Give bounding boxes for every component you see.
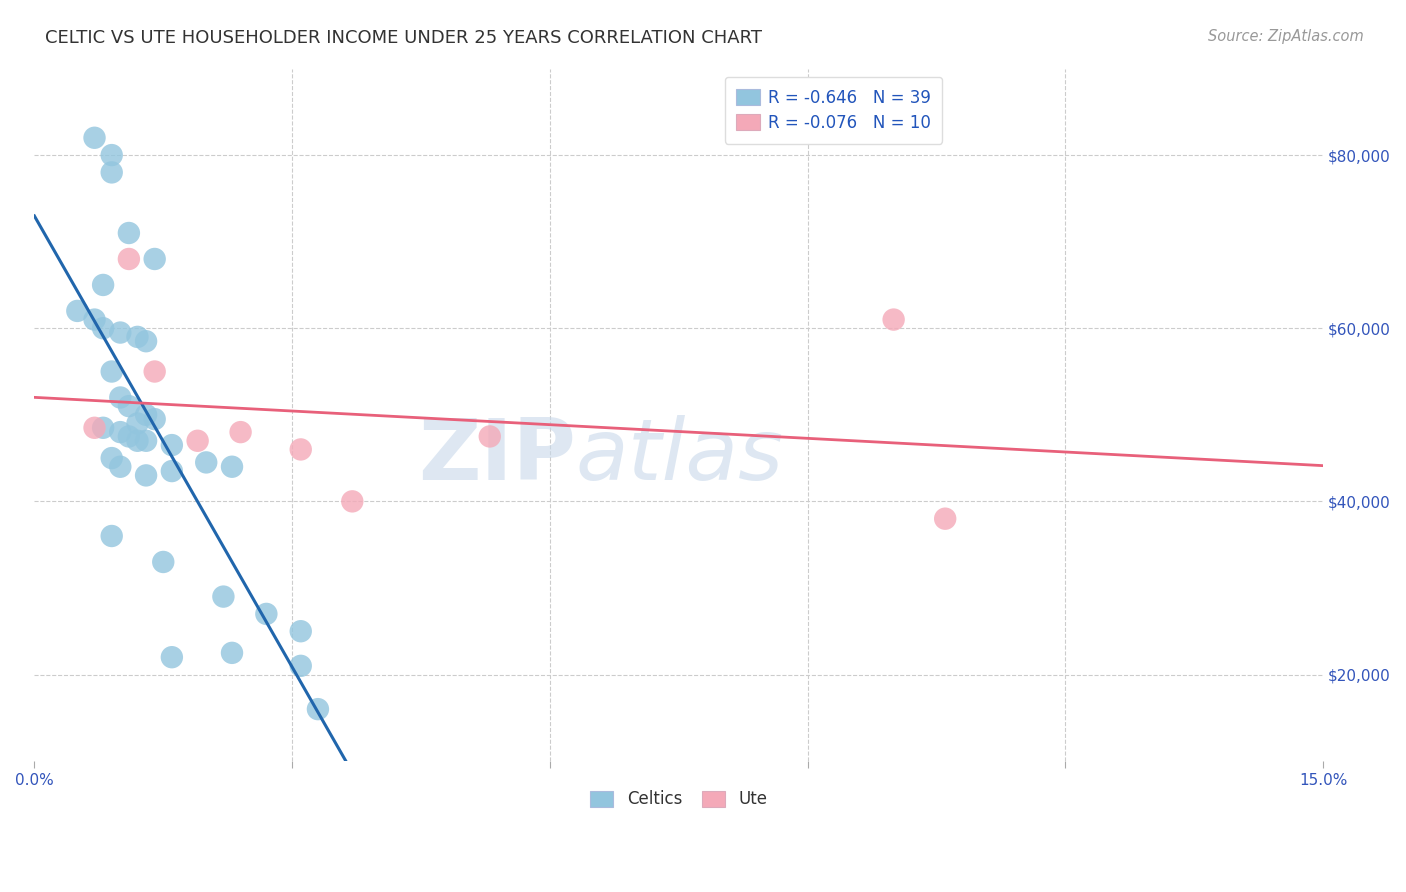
Point [83, 312, 105, 326]
Point [135, 334, 157, 349]
Point [110, 459, 132, 474]
Point [135, 408, 157, 422]
Point [160, 650, 183, 665]
Point [127, 434, 149, 448]
Point [290, 442, 312, 457]
Point [883, 312, 905, 326]
Text: atlas: atlas [575, 415, 783, 498]
Point [110, 425, 132, 439]
Text: Source: ZipAtlas.com: Source: ZipAtlas.com [1208, 29, 1364, 44]
Point [195, 455, 218, 469]
Point [307, 702, 329, 716]
Point [212, 590, 235, 604]
Point [221, 646, 243, 660]
Point [143, 252, 166, 266]
Point [91, 421, 114, 435]
Point [118, 399, 141, 413]
Point [135, 468, 157, 483]
Point [229, 425, 252, 439]
Point [127, 330, 149, 344]
Point [110, 326, 132, 340]
Point [187, 434, 209, 448]
Point [221, 459, 243, 474]
Point [135, 434, 157, 448]
Text: CELTIC VS UTE HOUSEHOLDER INCOME UNDER 25 YEARS CORRELATION CHART: CELTIC VS UTE HOUSEHOLDER INCOME UNDER 2… [45, 29, 762, 46]
Point [254, 607, 277, 621]
Point [342, 494, 364, 508]
Point [290, 624, 312, 639]
Point [100, 165, 122, 179]
Point [152, 555, 174, 569]
Point [118, 226, 141, 240]
Point [127, 417, 149, 431]
Point [160, 464, 183, 478]
Point [290, 658, 312, 673]
Point [100, 451, 122, 466]
Point [110, 391, 132, 405]
Point [66, 304, 89, 318]
Point [118, 252, 141, 266]
Point [100, 148, 122, 162]
Point [478, 429, 501, 443]
Point [934, 511, 956, 525]
Point [91, 321, 114, 335]
Point [100, 529, 122, 543]
Point [118, 429, 141, 443]
Point [83, 130, 105, 145]
Point [91, 277, 114, 292]
Point [100, 364, 122, 378]
Legend: Celtics, Ute: Celtics, Ute [583, 784, 775, 815]
Point [83, 421, 105, 435]
Point [143, 412, 166, 426]
Point [160, 438, 183, 452]
Point [143, 364, 166, 378]
Text: ZIP: ZIP [418, 415, 575, 498]
